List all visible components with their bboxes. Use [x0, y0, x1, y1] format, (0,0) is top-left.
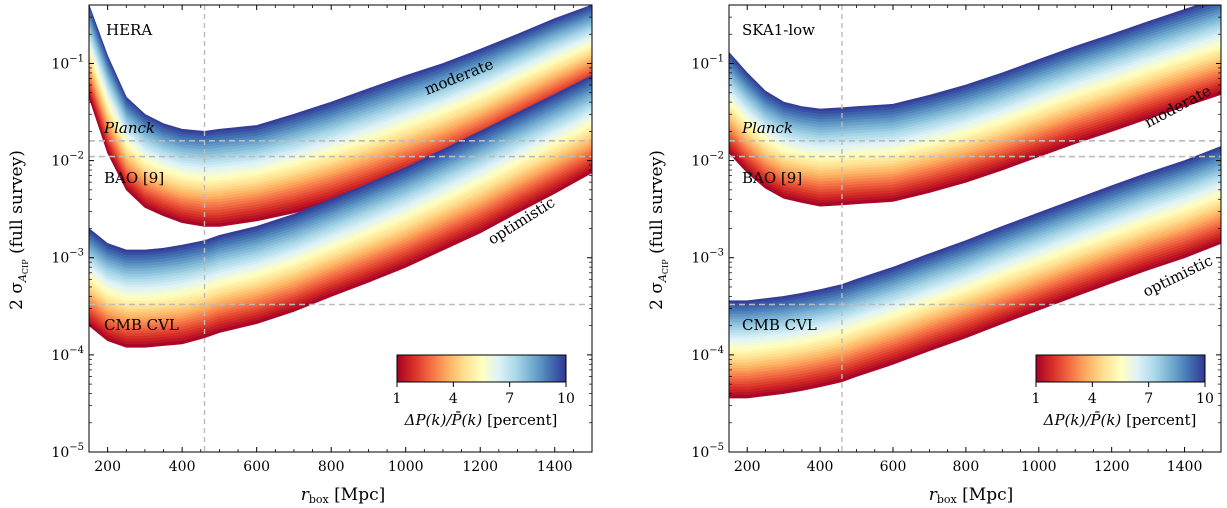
band-optimistic-strip — [89, 169, 592, 348]
panel-label: SKA1-low — [742, 21, 815, 39]
reference-lines — [729, 5, 1221, 452]
y-tick-label: 10−5 — [691, 442, 724, 461]
y-tick-label: 10−5 — [51, 442, 84, 461]
panel-label: HERA — [106, 21, 152, 39]
colorbar: 1 4 7 10 ΔP(k)/P̄(k) [percent] — [393, 354, 575, 429]
x-tick-label: 400 — [807, 459, 834, 475]
y-tick-label: 10−3 — [51, 248, 84, 267]
annotation-planck: Planck — [741, 119, 793, 137]
x-tick-label: 1400 — [537, 459, 573, 475]
x-tick-label: 200 — [734, 459, 761, 475]
annotation-cmb: CMB CVL — [104, 316, 179, 334]
colorbar-ticks: 1 4 7 10 — [393, 382, 575, 407]
band-layer — [729, 5, 1221, 399]
colorbar-tick-label: 10 — [1196, 391, 1214, 407]
reference-lines — [89, 5, 592, 452]
x-tick-label: 1400 — [1167, 459, 1203, 475]
colorbar-tick-label: 1 — [1032, 391, 1041, 407]
x-tick-label: 1000 — [388, 459, 424, 475]
x-tick-label: 1200 — [462, 459, 498, 475]
x-tick-label: 400 — [169, 459, 196, 475]
colorbar-ticks: 1 4 7 10 — [1032, 382, 1214, 407]
y-ticks: 10−5 10−4 10−3 10−2 10−1 — [691, 4, 1221, 461]
y-tick-label: 10−2 — [691, 151, 724, 170]
colorbar-tick-label: 7 — [1144, 391, 1153, 407]
x-axis-label: rbox [Mpc] — [929, 485, 1014, 504]
x-tick-label: 600 — [243, 459, 270, 475]
colorbar-tick-label: 4 — [449, 391, 458, 407]
band-moderate-strip — [729, 91, 1221, 207]
band-moderate — [729, 5, 1221, 207]
band-layer — [89, 5, 592, 348]
x-tick-label: 1000 — [1021, 459, 1057, 475]
y-tick-label: 10−1 — [51, 53, 84, 72]
x-ticks: 200 400 600 800 1000 1200 1400 — [88, 5, 593, 475]
y-axis-label: 2 σACIP (full survey) — [647, 150, 670, 310]
x-axis-label: rbox [Mpc] — [301, 485, 386, 504]
annotation-bao: BAO [9] — [104, 169, 164, 187]
x-tick-label: 800 — [953, 459, 980, 475]
x-tick-label: 800 — [318, 459, 345, 475]
panel-hera: 200 400 600 800 1000 1200 1400 10−510−410−310−… — [7, 4, 593, 506]
y-tick-label: 10−2 — [51, 151, 84, 170]
y-tick-label: 10−1 — [691, 53, 724, 72]
x-tick-label: 1200 — [1094, 459, 1130, 475]
colorbar-tick-label: 4 — [1088, 391, 1097, 407]
colorbar-tick-label: 1 — [393, 391, 402, 407]
colorbar-label: ΔP(k)/P̄(k) [percent] — [404, 411, 558, 429]
colorbar-tick-label: 7 — [505, 391, 514, 407]
colorbar-gradient — [1035, 354, 1206, 383]
x-tick-label: 200 — [94, 459, 121, 475]
colorbar-label: ΔP(k)/P̄(k) [percent] — [1043, 411, 1197, 429]
annotation-planck: Planck — [103, 119, 155, 137]
y-ticks: 10−5 10−4 10−3 10−2 10−1 — [51, 4, 592, 461]
y-tick-label: 10−4 — [51, 345, 84, 364]
x-tick-label: 600 — [880, 459, 907, 475]
colorbar-tick-label: 10 — [557, 391, 575, 407]
annotation-bao: BAO [9] — [742, 169, 802, 187]
y-tick-label: 10−3 — [691, 248, 724, 267]
y-axis-label: 2 σACIP (full survey) — [7, 150, 30, 310]
x-ticks: 200 400 600 800 1000 1200 1400 — [728, 5, 1222, 475]
y-tick-label: 10−4 — [691, 345, 724, 364]
colorbar: 1 4 7 10 ΔP(k)/P̄(k) [percent] — [1032, 354, 1214, 429]
annotation-cmb: CMB CVL — [742, 316, 817, 334]
colorbar-gradient — [396, 354, 567, 383]
panel-ska1-low: 200 400 600 800 1000 1200 1400 10−510−410−310−… — [647, 4, 1222, 506]
